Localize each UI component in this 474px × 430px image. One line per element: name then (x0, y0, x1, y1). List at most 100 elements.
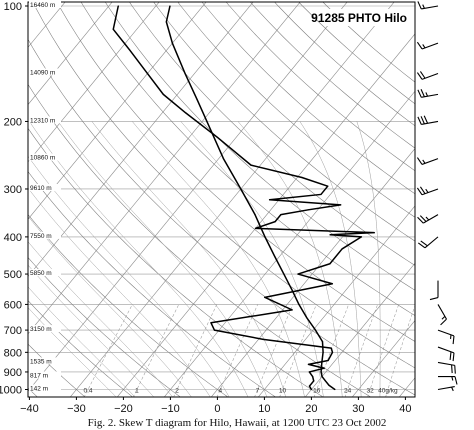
height-label: 12310 m (30, 117, 55, 124)
temperature-point (254, 214, 256, 216)
isotherm-line (304, 262, 415, 397)
mixing-ratio-label: 32 (366, 388, 374, 395)
dewpoint-point (185, 112, 187, 114)
x-tick-label: 20 (305, 403, 317, 415)
isotherm-line (28, 2, 301, 335)
dewpoint-point (323, 367, 325, 369)
moist-adiabat-line (299, 121, 362, 397)
dewpoint-point (128, 49, 131, 51)
isotherm-line (28, 2, 348, 392)
height-label-bg (29, 68, 61, 76)
wind-barb (437, 346, 455, 362)
moist-adiabat-line (28, 307, 117, 397)
y-tick-label: 300 (4, 184, 22, 196)
mixing-ratio-label: 1 (135, 388, 139, 395)
y-tick-label: 700 (4, 325, 22, 337)
wind-barb (417, 236, 439, 249)
dry-adiabat-line (104, 2, 415, 291)
temperature-point (298, 303, 300, 306)
height-label: 817 m (30, 373, 48, 380)
wind-barb (416, 157, 439, 165)
isotherm-line (446, 0, 474, 398)
x-tick-label: −30 (67, 403, 86, 415)
temperature-point (274, 255, 276, 258)
wind-barb (429, 280, 439, 301)
dewpoint-point (340, 204, 342, 206)
y-tick-label: 400 (4, 232, 22, 244)
dewpoint-point (327, 185, 329, 187)
dewpoint-point (360, 236, 362, 238)
height-label: 5850 m (30, 270, 52, 277)
moist-adiabat-line (180, 121, 324, 397)
height-label-bg (29, 116, 61, 124)
temperature-point (321, 340, 324, 343)
dewpoint-point (210, 322, 212, 324)
temperature-point (321, 375, 323, 378)
mixing-ratio-line (132, 304, 180, 397)
wind-barb (417, 214, 439, 224)
mixing-ratio-labels: 0.4 1 2 4 7 10 16 24 32 40g/kg (83, 388, 398, 395)
wind-barb (437, 304, 447, 326)
dewpoint-point (310, 388, 312, 391)
temperature-point (314, 329, 317, 331)
moist-adiabat-line (132, 121, 305, 397)
height-label-bg (29, 371, 61, 379)
dewpoint-point (331, 351, 334, 353)
x-tick-label: 10 (258, 403, 270, 415)
moist-adiabat-line (57, 121, 268, 397)
sounding-traces (112, 5, 375, 391)
height-label: 9610 m (30, 185, 52, 192)
temperature-point (171, 42, 173, 44)
temperature-point (184, 72, 186, 75)
isotherm-line (398, 377, 415, 397)
temperature-point (334, 388, 336, 391)
dewpoint-point (312, 375, 314, 378)
mixing-ratio-label: 4 (218, 388, 222, 395)
dewpoint-point (330, 347, 332, 349)
wind-barb (416, 186, 439, 196)
dry-adiabat-line (225, 2, 415, 172)
isotherm-line (257, 205, 415, 397)
x-tick-label: 40 (399, 403, 411, 415)
mixing-ratio-label: 2 (175, 388, 179, 395)
dry-adiabat-line (28, 38, 415, 396)
chart-title: 91285 PHTO Hilo (311, 11, 407, 25)
moist-adiabat-line (356, 121, 381, 397)
height-label: 16460 m (30, 2, 55, 9)
dry-adiabat-line (28, 83, 372, 397)
moist-adiabat-line (91, 121, 287, 397)
y-tick-label: 200 (4, 116, 22, 128)
mixing-ratio-line (367, 304, 399, 397)
moist-adiabat-line (28, 241, 173, 397)
mixing-ratio-line (254, 304, 294, 397)
dewpoint-point (307, 363, 310, 365)
mixing-ratio-label: 7 (256, 388, 260, 395)
moist-adiabat-line (29, 121, 249, 397)
grid-lines (28, 0, 474, 398)
height-label: 142 m (30, 386, 48, 393)
dewpoint-point (254, 227, 257, 229)
dewpoint-point (313, 380, 315, 382)
dewpoint-point (308, 371, 310, 373)
dewpoint-point (280, 214, 282, 216)
temperature-point (165, 21, 167, 23)
temperature-point (320, 371, 322, 373)
isotherm-line (351, 320, 415, 397)
temperature-point (328, 384, 330, 386)
y-tick-label: 800 (4, 347, 22, 359)
dewpoint-point (146, 72, 149, 75)
wind-barb (437, 386, 455, 392)
dewpoint-point (320, 193, 322, 196)
dewpoint-point (297, 273, 299, 275)
y-tick-label: 1000 (0, 385, 22, 397)
x-tick-label: −40 (20, 403, 39, 415)
dry-adiabat-line (56, 2, 415, 342)
height-label-bg (29, 269, 61, 277)
temperature-point (283, 273, 285, 275)
temperature-point (240, 188, 242, 190)
dry-adiabat-line (28, 171, 276, 397)
dewpoint-point (264, 296, 266, 298)
height-labels: 16460 m 14090 m 12310 m 10860 m 9610 m 7550 m… (29, 1, 61, 393)
